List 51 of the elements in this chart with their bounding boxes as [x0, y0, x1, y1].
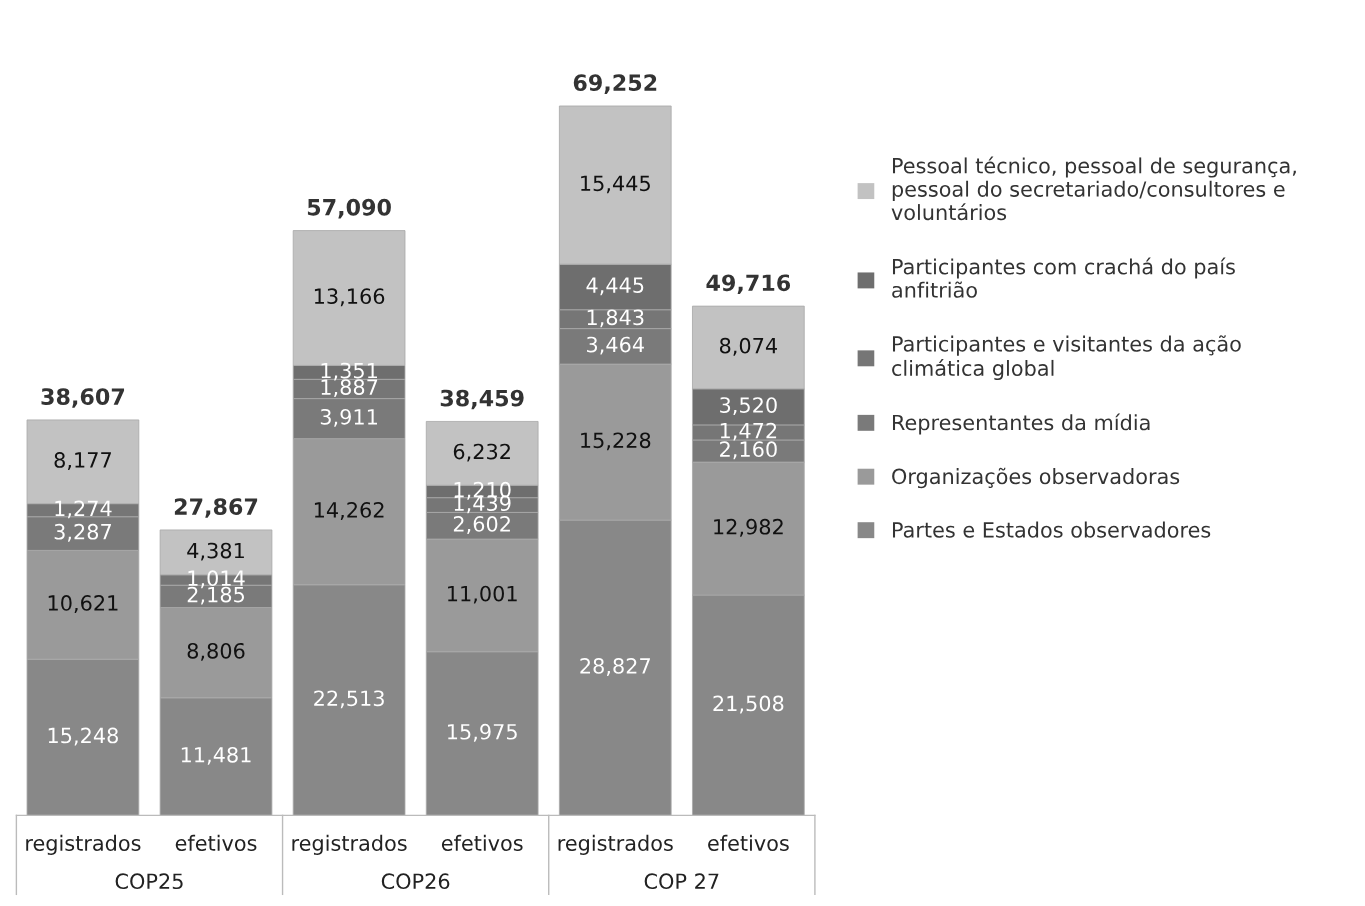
data-label: 8,074: [719, 337, 778, 356]
data-label: 14,262: [314, 502, 384, 520]
data-label: 6,232: [453, 443, 510, 462]
data-label: 2,160: [720, 441, 777, 460]
data-label: 2,602: [453, 516, 510, 534]
data-label: 22,513: [314, 690, 384, 709]
data-label: 21,508: [713, 695, 784, 714]
x-tick-label: registrados: [26, 834, 141, 856]
text: COP26: [381, 873, 450, 890]
data-label: 3,464: [587, 336, 644, 355]
total-label: 49,716: [706, 274, 791, 294]
x-tick-label: registrados: [292, 834, 407, 856]
total-label: 57,090: [307, 198, 391, 219]
data-label: 10,621: [48, 595, 118, 613]
data-label: 28,827: [580, 658, 650, 676]
legend-label: Representantes da mídia: [892, 413, 1150, 435]
data-label: 1,887: [321, 379, 378, 398]
total-label: 69,252: [573, 74, 657, 94]
x-tick-label: efetivos: [441, 834, 523, 851]
total-label: 38,607: [41, 388, 125, 408]
legend-label: Organizações observadoras: [892, 467, 1180, 489]
text: COP 27: [644, 873, 719, 890]
data-label: 3,520: [720, 397, 777, 416]
legend-label: Pessoal técnico, pessoal de segurança, pessoal do secretariado/consultores e voluntários: [891, 156, 1296, 221]
legend-label: Partes e Estados observadores: [892, 521, 1211, 538]
data-label: 1,351: [321, 362, 377, 381]
legend-label: Participantes e visitantes da ação climática global: [892, 335, 1241, 381]
data-label: 11,481: [181, 746, 251, 765]
total-label: 38,459: [440, 389, 524, 410]
data-label: 4,445: [586, 277, 644, 296]
legend-label: Participantes com crachá do país anfitrião: [892, 257, 1235, 298]
data-label: 3,911: [320, 408, 377, 427]
data-label: 1,472: [720, 422, 777, 441]
x-tick-label: efetivos: [175, 834, 257, 851]
text: COP25: [115, 873, 183, 890]
data-label: 8,806: [187, 642, 245, 661]
data-label: 15,975: [448, 723, 517, 742]
data-label: 1,843: [587, 309, 644, 328]
data-label: 4,381: [187, 542, 244, 561]
data-label: 8,177: [54, 452, 111, 470]
data-label: 15,445: [581, 175, 650, 194]
total-label: 27,867: [174, 498, 258, 518]
data-label: 1,274: [55, 500, 112, 519]
data-label: 12,982: [714, 518, 783, 537]
data-label: 15,228: [581, 432, 651, 451]
data-label: 15,248: [48, 727, 118, 746]
data-label: 3,287: [54, 523, 111, 542]
x-tick-label: registrados: [558, 834, 673, 856]
data-label: 13,166: [314, 288, 385, 307]
data-label: 11,001: [448, 585, 517, 604]
x-tick-label: efetivos: [708, 834, 789, 851]
